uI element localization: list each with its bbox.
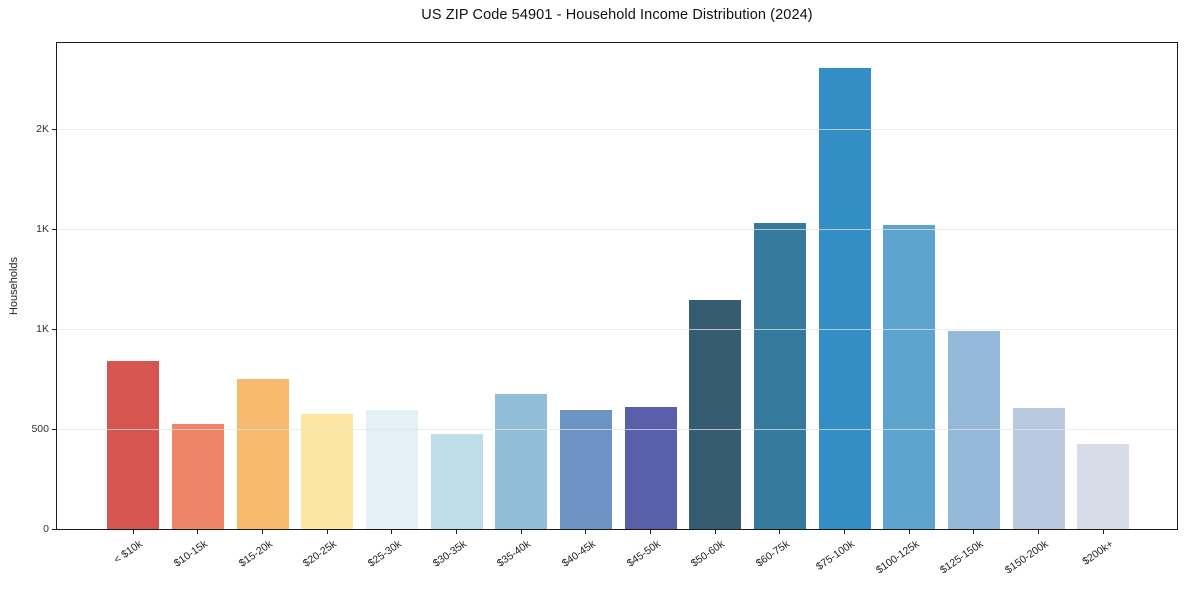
bar-13 bbox=[947, 331, 1000, 529]
x-tick-mark bbox=[1102, 530, 1104, 534]
x-tick-label: $35-40k bbox=[495, 538, 534, 570]
x-tick-label: $15-20k bbox=[236, 538, 275, 570]
y-axis-label: Households bbox=[8, 256, 20, 316]
x-tick-label: $25-30k bbox=[365, 538, 404, 570]
bar-11 bbox=[818, 68, 871, 529]
x-tick-label: $60-75k bbox=[753, 538, 792, 570]
x-tick-label: $125-150k bbox=[938, 538, 986, 577]
bar-9 bbox=[689, 300, 742, 529]
y-tick-mark bbox=[52, 228, 57, 230]
x-tick-mark bbox=[1038, 530, 1040, 534]
gridline-1500 bbox=[57, 228, 1177, 230]
x-tick-mark bbox=[262, 530, 264, 534]
gridline-2000 bbox=[57, 128, 1177, 130]
x-tick-mark bbox=[456, 530, 458, 534]
x-tick-mark bbox=[973, 530, 975, 534]
y-tick-label: 1K bbox=[36, 223, 49, 235]
bar-14 bbox=[1012, 408, 1065, 529]
x-tick-label: $30-35k bbox=[430, 538, 469, 570]
x-tick-mark bbox=[326, 530, 328, 534]
y-tick-mark bbox=[52, 128, 57, 130]
y-tick-mark bbox=[52, 528, 57, 530]
x-tick-mark bbox=[520, 530, 522, 534]
x-tick-mark bbox=[908, 530, 910, 534]
bar-8 bbox=[624, 407, 677, 529]
bar-10 bbox=[753, 223, 806, 529]
y-tick-label: 2K bbox=[36, 123, 49, 135]
x-tick-label: $45-50k bbox=[624, 538, 663, 570]
y-tick-label: 500 bbox=[31, 423, 49, 435]
gridline-1000 bbox=[57, 328, 1177, 330]
x-tick-label: < $10k bbox=[112, 538, 146, 567]
chart-title: US ZIP Code 54901 - Household Income Dis… bbox=[421, 7, 813, 23]
x-tick-label: $150-200k bbox=[1002, 538, 1051, 577]
bar-12 bbox=[883, 225, 936, 529]
x-tick-label: $40-45k bbox=[559, 538, 598, 570]
x-tick-mark bbox=[391, 530, 393, 534]
gridline-500 bbox=[57, 428, 1177, 430]
bar-0 bbox=[107, 361, 160, 529]
plot-area bbox=[56, 42, 1178, 530]
x-tick-mark bbox=[585, 530, 587, 534]
bar-6 bbox=[495, 394, 548, 529]
x-tick-label: $75-100k bbox=[813, 538, 857, 573]
x-tick-label: $20-25k bbox=[301, 538, 340, 570]
y-tick-mark bbox=[52, 428, 57, 430]
x-tick-label: $200k+ bbox=[1079, 538, 1116, 568]
x-tick-mark bbox=[779, 530, 781, 534]
x-tick-mark bbox=[197, 530, 199, 534]
bar-2 bbox=[236, 379, 289, 529]
x-tick-label: $10-15k bbox=[171, 538, 210, 570]
bar-1 bbox=[171, 424, 224, 529]
x-tick-mark bbox=[650, 530, 652, 534]
x-tick-mark bbox=[844, 530, 846, 534]
x-tick-label: $100-125k bbox=[873, 538, 922, 577]
bar-15 bbox=[1077, 444, 1130, 529]
bar-3 bbox=[301, 414, 354, 529]
y-tick-label: 1K bbox=[36, 323, 49, 335]
bar-5 bbox=[430, 434, 483, 529]
x-tick-mark bbox=[714, 530, 716, 534]
y-tick-mark bbox=[52, 328, 57, 330]
x-tick-mark bbox=[132, 530, 134, 534]
bar-4 bbox=[365, 410, 418, 529]
x-tick-label: $50-60k bbox=[689, 538, 728, 570]
y-tick-label: 0 bbox=[43, 523, 49, 535]
bar-7 bbox=[559, 410, 612, 529]
